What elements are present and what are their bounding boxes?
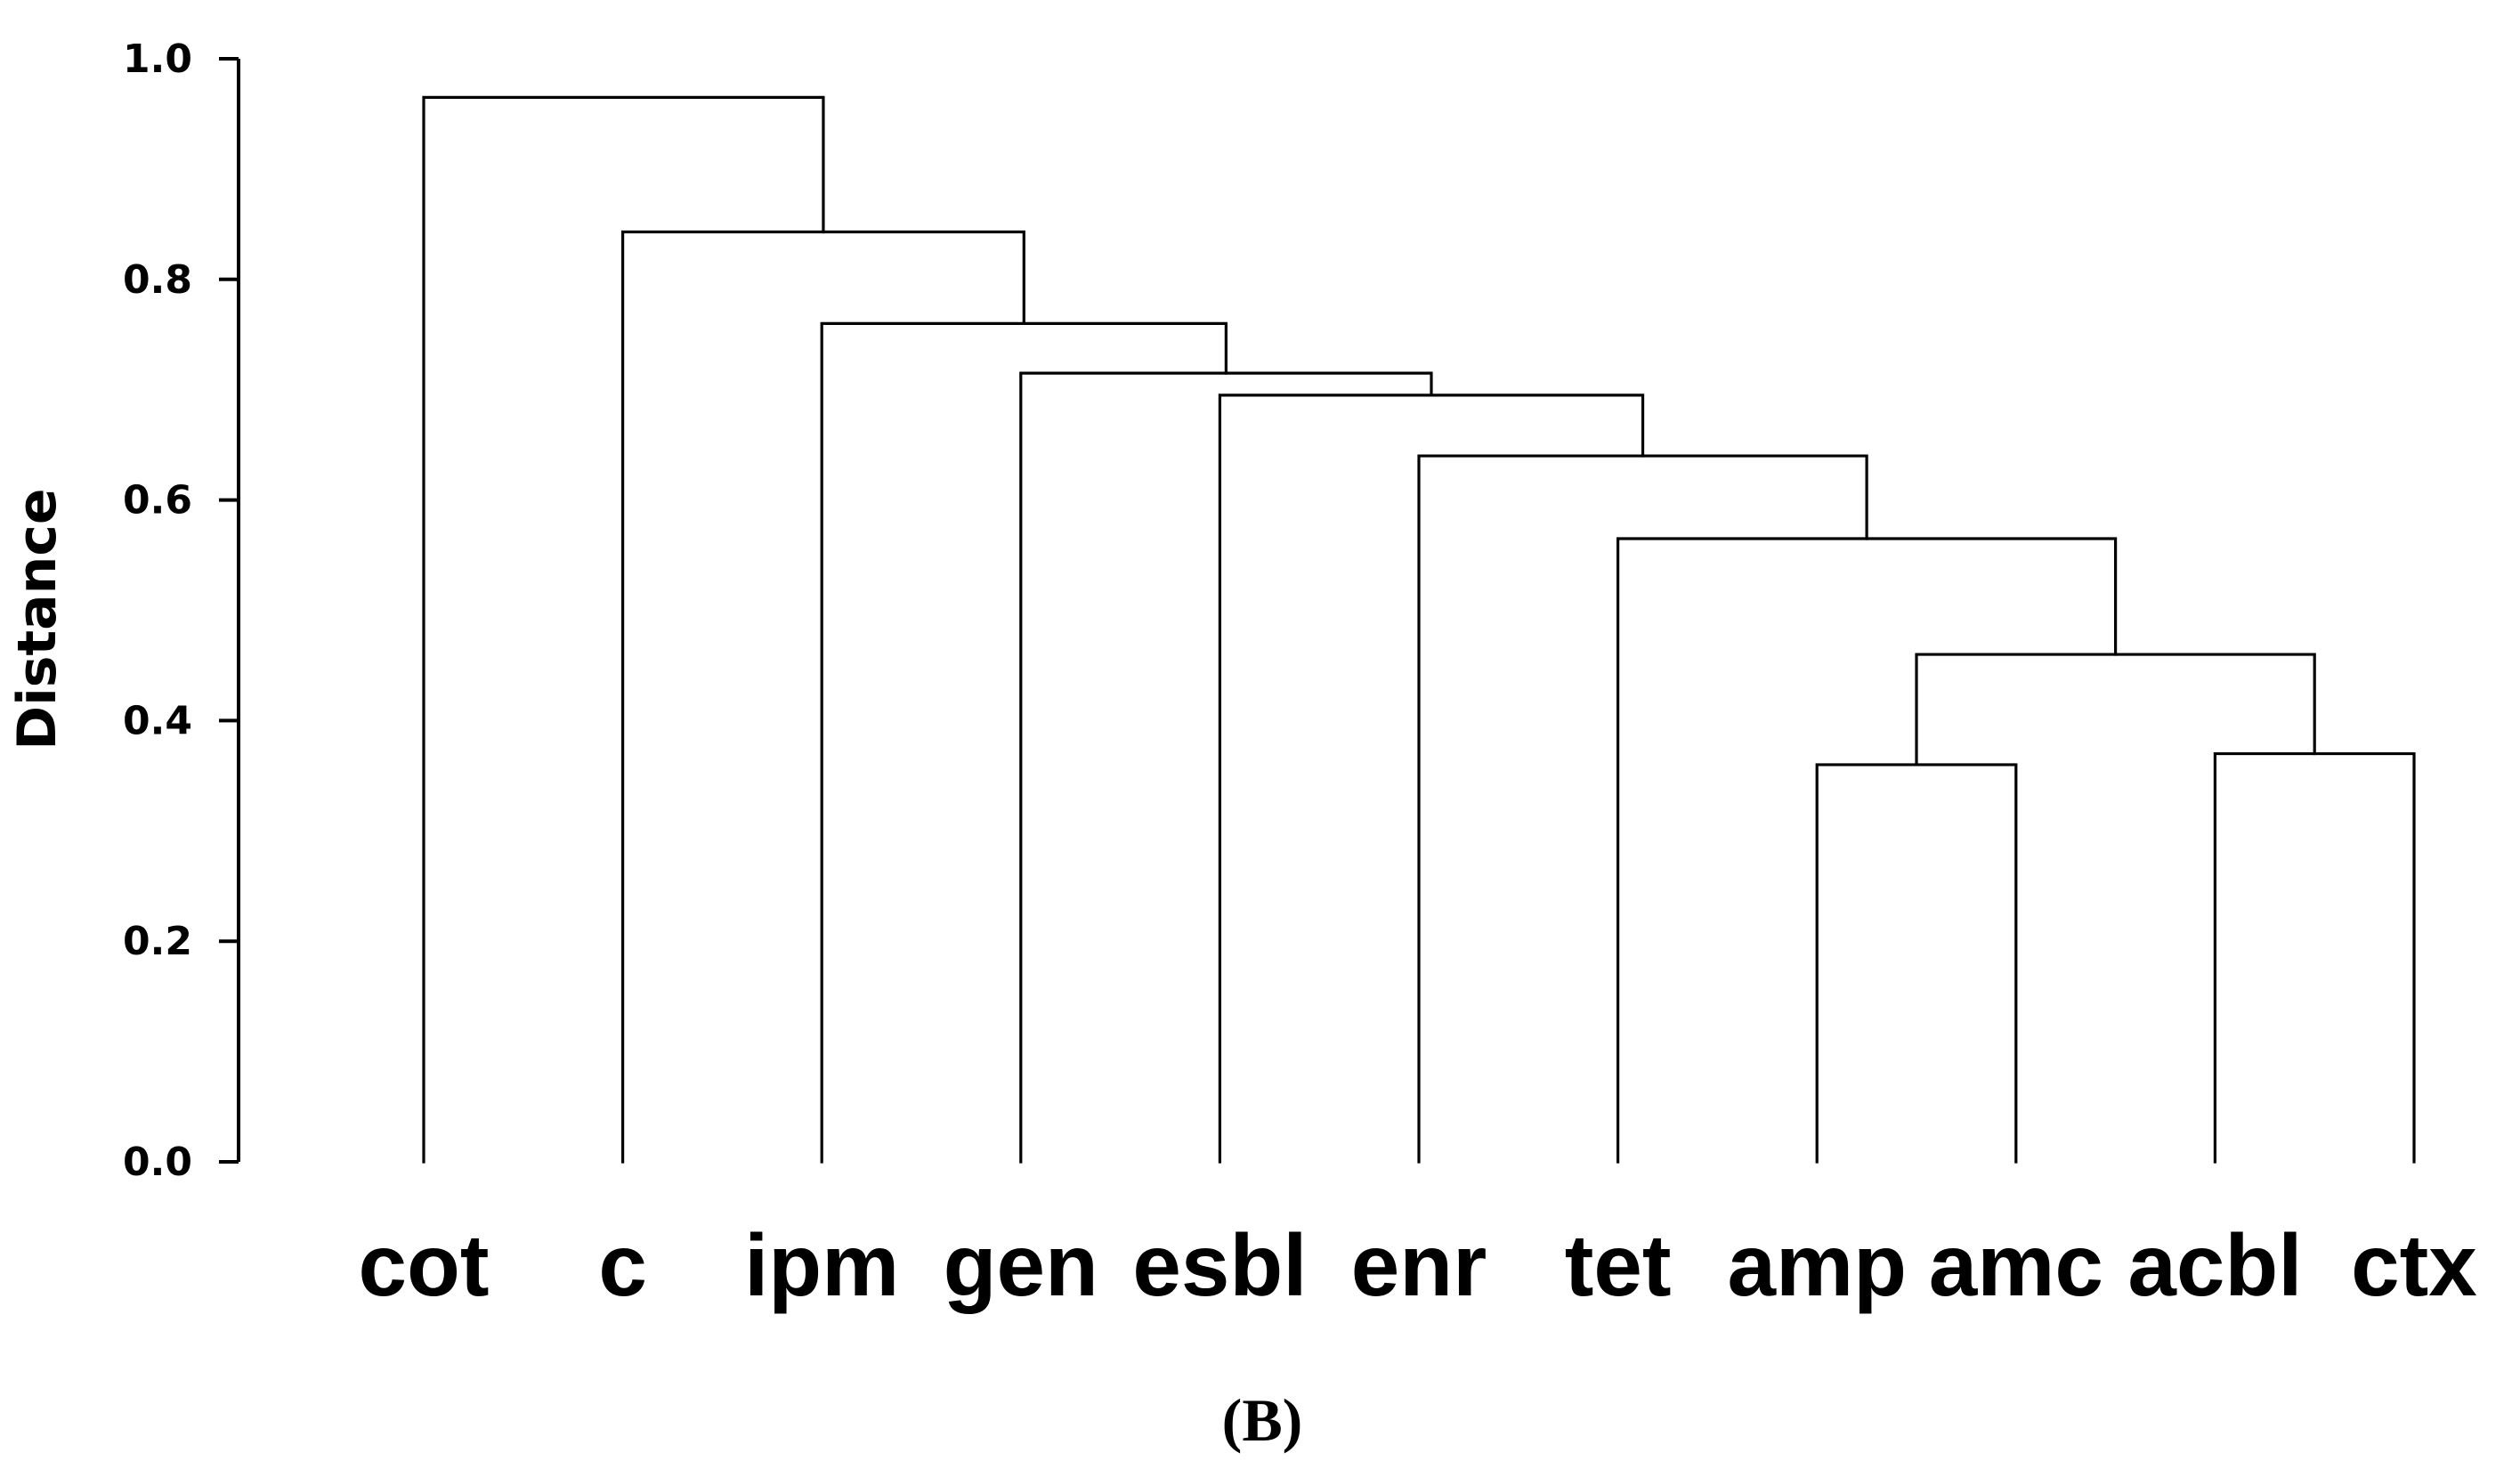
leaf-label-amc: amc bbox=[1929, 1216, 2103, 1314]
dendrogram-link-m8 bbox=[820, 321, 1228, 1164]
leaf-label-tet: tet bbox=[1565, 1216, 1672, 1314]
leaf-label-c: c bbox=[598, 1216, 647, 1314]
y-tick-label: 0.4 bbox=[123, 698, 192, 743]
dendrogram-link-m5 bbox=[1417, 454, 1868, 1164]
dendrogram-link-m3 bbox=[1915, 653, 2316, 767]
leaf-label-ctx: ctx bbox=[2351, 1216, 2477, 1314]
leaf-label-amp: amp bbox=[1727, 1216, 1907, 1314]
y-tick-label: 0.8 bbox=[123, 257, 192, 303]
dendrogram-link-m2 bbox=[2213, 751, 2416, 1164]
dendrogram-link-m10 bbox=[422, 95, 825, 1164]
leaf-label-gen: gen bbox=[944, 1216, 1098, 1314]
leaf-labels: cot c ipm gen esbl enr tet amp amc acbl ctx bbox=[359, 1216, 2477, 1314]
y-tick-label: 1.0 bbox=[123, 37, 192, 82]
y-tick-label: 0.2 bbox=[123, 919, 192, 964]
dendrogram-links bbox=[422, 95, 2416, 1164]
dendrogram-link-m6 bbox=[1218, 394, 1645, 1164]
leaf-label-enr: enr bbox=[1351, 1216, 1487, 1314]
leaf-label-acbl: acbl bbox=[2127, 1216, 2302, 1314]
y-ticks: 0.0 0.2 0.4 0.6 0.8 1.0 bbox=[123, 37, 239, 1185]
dendrogram-link-m7 bbox=[1019, 371, 1433, 1164]
y-axis: 0.0 0.2 0.4 0.6 0.8 1.0 Distance bbox=[6, 37, 240, 1185]
dendrogram-link-m9 bbox=[621, 230, 1025, 1164]
leaf-label-cot: cot bbox=[359, 1216, 490, 1314]
panel-label: (B) bbox=[1222, 1386, 1303, 1454]
dendrogram-link-m1 bbox=[1815, 763, 2018, 1164]
dendrogram-link-m4 bbox=[1617, 537, 2118, 1164]
y-tick-label: 0.6 bbox=[123, 478, 192, 523]
leaf-label-esbl: esbl bbox=[1132, 1216, 1307, 1314]
y-axis-title: Distance bbox=[6, 488, 69, 750]
leaf-label-ipm: ipm bbox=[744, 1216, 899, 1314]
y-tick-label: 0.0 bbox=[123, 1140, 192, 1185]
